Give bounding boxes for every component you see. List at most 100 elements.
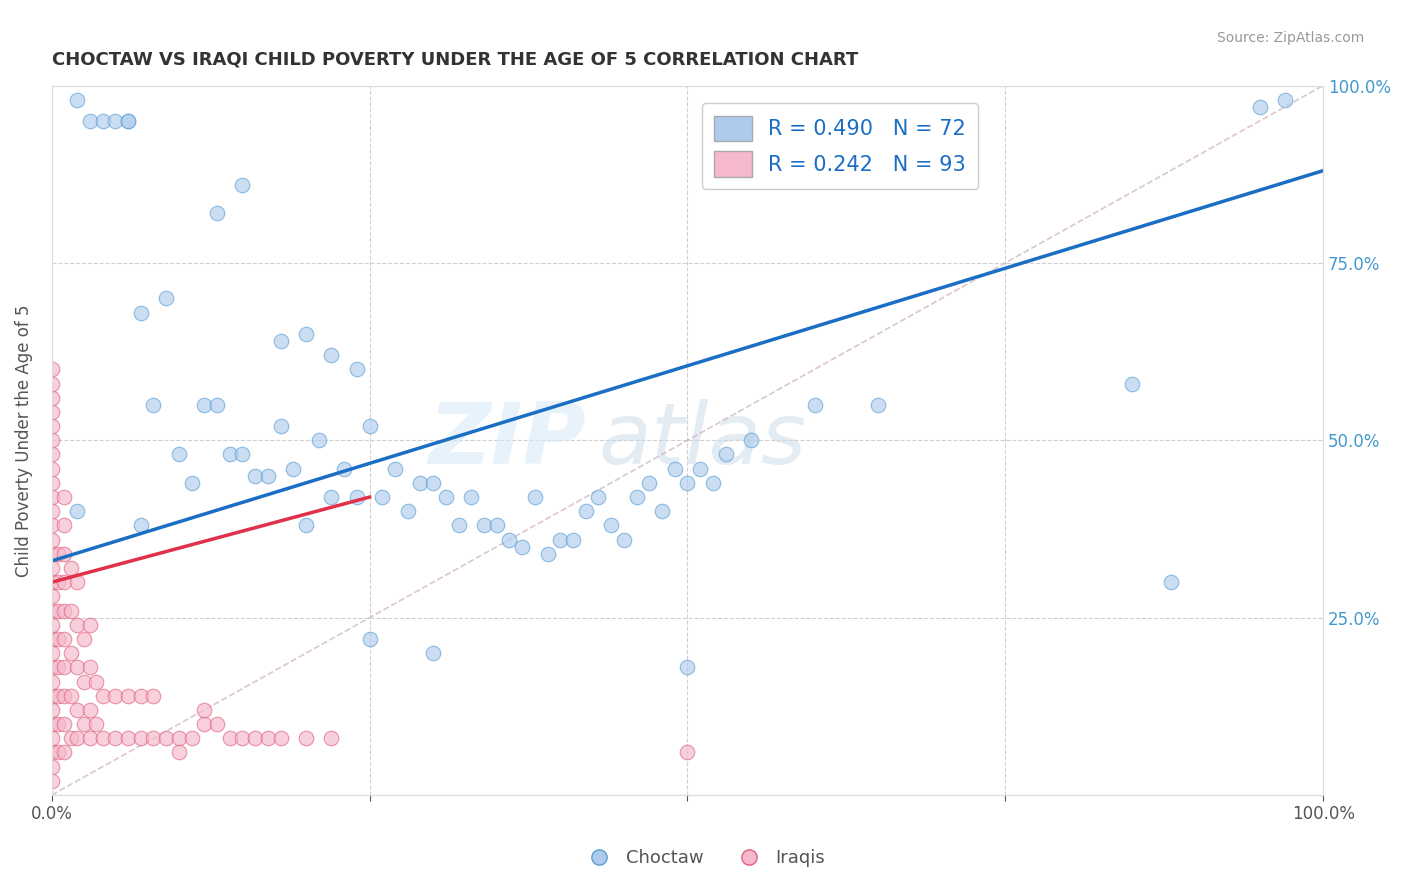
- Point: [53, 717, 76, 731]
- Legend: R = 0.490   N = 72, R = 0.242   N = 93: R = 0.490 N = 72, R = 0.242 N = 93: [702, 103, 979, 189]
- Point: [41, 689, 63, 703]
- Point: [41, 717, 63, 731]
- Point: [46, 660, 69, 674]
- Point: [72, 632, 94, 646]
- Point: [257, 468, 280, 483]
- Point: [41, 632, 63, 646]
- Point: [79, 703, 101, 717]
- Point: [41, 703, 63, 717]
- Point: [46, 689, 69, 703]
- Point: [523, 490, 546, 504]
- Point: [193, 398, 215, 412]
- Text: ZIP: ZIP: [427, 399, 586, 482]
- Point: [664, 461, 686, 475]
- Point: [129, 689, 152, 703]
- Point: [295, 518, 318, 533]
- Point: [359, 419, 381, 434]
- Point: [79, 731, 101, 746]
- Point: [231, 731, 253, 746]
- Point: [117, 114, 139, 128]
- Point: [91, 114, 114, 128]
- Point: [575, 504, 598, 518]
- Point: [53, 660, 76, 674]
- Point: [1160, 575, 1182, 590]
- Point: [66, 575, 89, 590]
- Point: [41, 391, 63, 405]
- Point: [79, 617, 101, 632]
- Point: [46, 746, 69, 760]
- Point: [931, 163, 953, 178]
- Point: [1274, 93, 1296, 107]
- Point: [460, 490, 482, 504]
- Point: [803, 398, 825, 412]
- Point: [510, 540, 533, 554]
- Point: [79, 114, 101, 128]
- Point: [91, 689, 114, 703]
- Y-axis label: Child Poverty Under the Age of 5: Child Poverty Under the Age of 5: [15, 304, 32, 576]
- Point: [41, 518, 63, 533]
- Point: [562, 533, 585, 547]
- Point: [205, 206, 228, 220]
- Point: [41, 405, 63, 419]
- Point: [53, 632, 76, 646]
- Point: [142, 398, 165, 412]
- Point: [638, 475, 661, 490]
- Point: [613, 533, 636, 547]
- Point: [270, 731, 292, 746]
- Point: [142, 689, 165, 703]
- Point: [205, 717, 228, 731]
- Point: [117, 689, 139, 703]
- Point: [409, 475, 432, 490]
- Point: [193, 703, 215, 717]
- Point: [702, 475, 724, 490]
- Point: [321, 348, 343, 362]
- Point: [243, 468, 266, 483]
- Point: [270, 419, 292, 434]
- Point: [129, 518, 152, 533]
- Point: [868, 398, 890, 412]
- Point: [333, 461, 356, 475]
- Point: [53, 575, 76, 590]
- Point: [676, 746, 699, 760]
- Point: [676, 660, 699, 674]
- Point: [41, 760, 63, 774]
- Point: [41, 731, 63, 746]
- Point: [676, 475, 699, 490]
- Point: [117, 731, 139, 746]
- Point: [53, 547, 76, 561]
- Point: [41, 490, 63, 504]
- Point: [117, 114, 139, 128]
- Point: [129, 731, 152, 746]
- Point: [41, 674, 63, 689]
- Point: [66, 731, 89, 746]
- Point: [41, 376, 63, 391]
- Point: [295, 326, 318, 341]
- Point: [714, 448, 737, 462]
- Point: [66, 617, 89, 632]
- Point: [167, 746, 190, 760]
- Point: [472, 518, 495, 533]
- Point: [41, 475, 63, 490]
- Point: [41, 504, 63, 518]
- Point: [59, 604, 82, 618]
- Point: [66, 504, 89, 518]
- Point: [104, 731, 127, 746]
- Point: [308, 434, 330, 448]
- Point: [41, 604, 63, 618]
- Text: Source: ZipAtlas.com: Source: ZipAtlas.com: [1216, 31, 1364, 45]
- Point: [41, 434, 63, 448]
- Point: [1249, 100, 1271, 114]
- Point: [626, 490, 648, 504]
- Point: [218, 448, 240, 462]
- Point: [41, 533, 63, 547]
- Point: [41, 746, 63, 760]
- Point: [434, 490, 457, 504]
- Point: [84, 717, 107, 731]
- Point: [53, 490, 76, 504]
- Point: [588, 490, 610, 504]
- Point: [41, 448, 63, 462]
- Point: [550, 533, 572, 547]
- Point: [59, 731, 82, 746]
- Point: [422, 475, 444, 490]
- Point: [321, 731, 343, 746]
